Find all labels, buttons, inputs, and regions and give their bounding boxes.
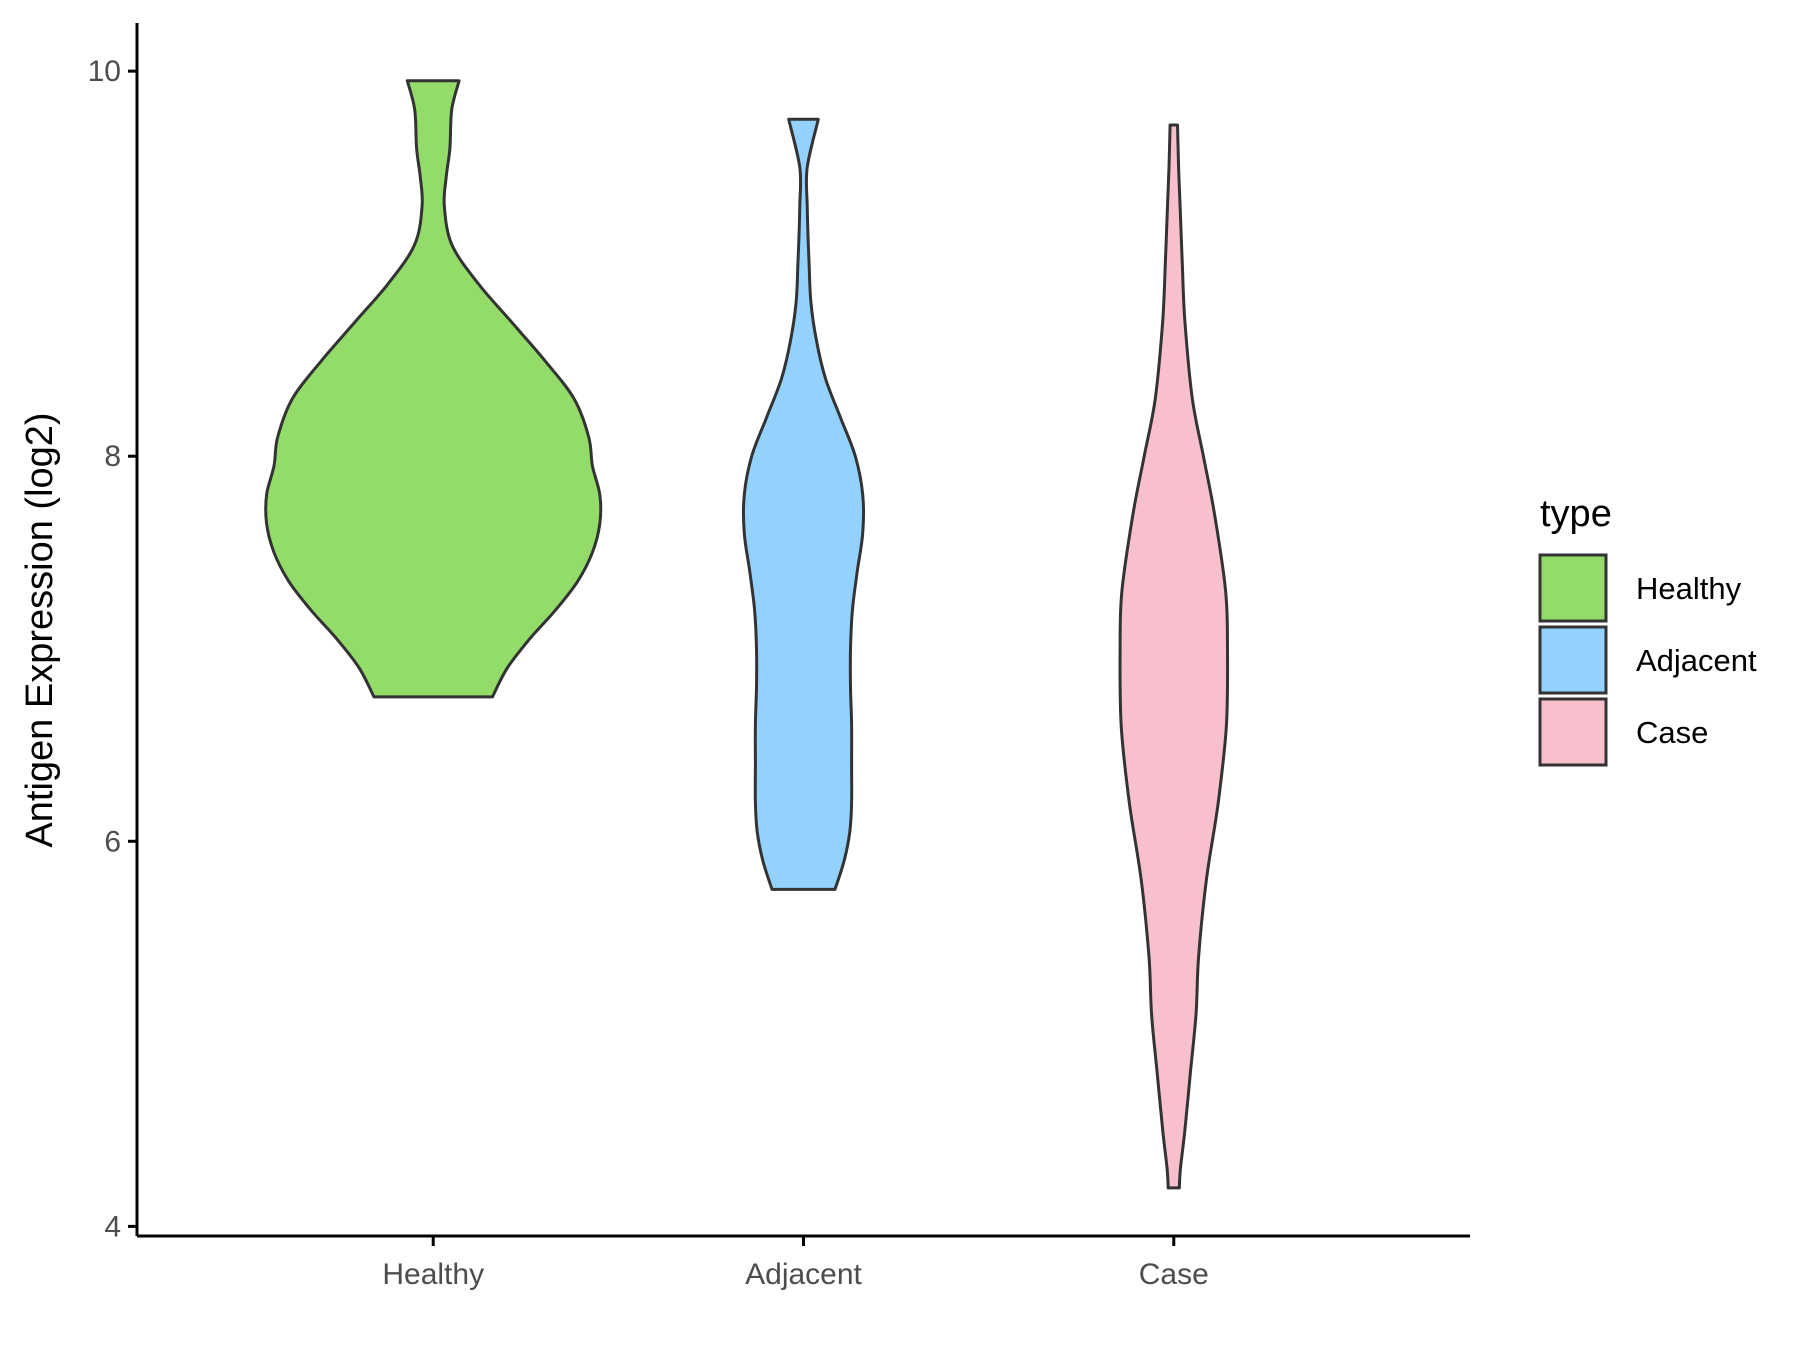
axes: 4 6 8 10 Healthy Adjacent Case [88, 23, 1470, 1291]
y-tick-label: 10 [88, 55, 121, 88]
y-axis-title: Antigen Expression (log2) [19, 412, 61, 847]
x-ticks: Healthy Adjacent Case [382, 1236, 1209, 1291]
violin-adjacent [741, 117, 866, 891]
legend-label-adjacent: Adjacent [1636, 643, 1757, 678]
y-tick-label: 8 [104, 440, 121, 473]
x-tick-label: Healthy [382, 1258, 484, 1291]
violin-healthy [264, 79, 603, 699]
legend-label-case: Case [1636, 715, 1708, 750]
y-tick-label: 4 [104, 1210, 121, 1243]
violin-layer [264, 79, 1230, 1190]
violin-case [1118, 123, 1230, 1190]
x-tick-label: Adjacent [745, 1258, 862, 1291]
x-tick-label: Case [1139, 1258, 1209, 1291]
y-ticks: 4 6 8 10 [88, 55, 137, 1243]
legend-swatch-case [1538, 697, 1608, 767]
legend-title: type [1540, 493, 1612, 535]
legend-swatch-adjacent [1538, 625, 1608, 695]
legend-swatch-healthy [1538, 553, 1608, 623]
legend: type Healthy Adjacent Case [1538, 493, 1757, 767]
legend-entries: Healthy Adjacent Case [1538, 553, 1757, 767]
legend-label-healthy: Healthy [1636, 571, 1742, 606]
y-tick-label: 6 [104, 825, 121, 858]
